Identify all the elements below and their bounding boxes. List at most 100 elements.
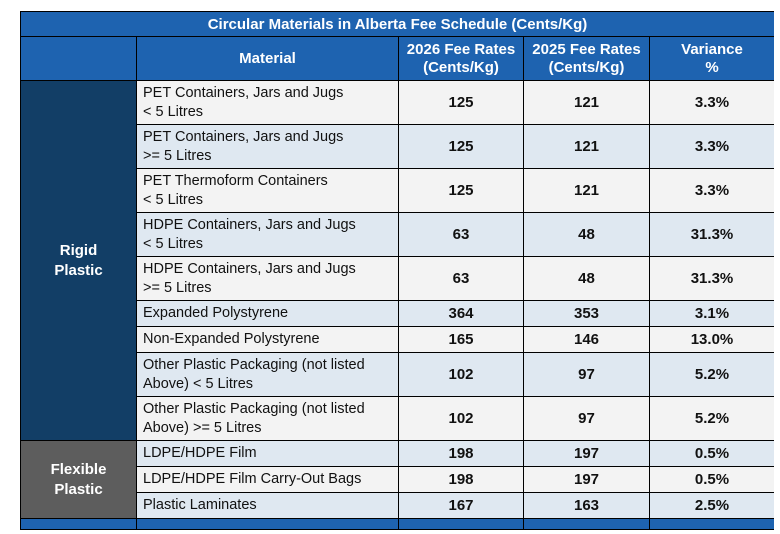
fee-2026-cell: 102 xyxy=(398,352,524,397)
fee-2026-cell: 63 xyxy=(398,256,524,301)
header-fee-2026-line1: 2026 Fee Rates xyxy=(406,40,516,58)
variance-cell: 5.2% xyxy=(649,396,774,441)
fee-2026-cell: 63 xyxy=(398,212,524,257)
variance-cell: 0.5% xyxy=(649,440,774,467)
material-name: LDPE/HDPE Film Carry-Out Bags xyxy=(143,471,362,487)
category-rigid-plastic: Rigid Plastic xyxy=(20,80,137,441)
material-size: Above) < 5 Litres xyxy=(143,375,254,392)
material-name: LDPE/HDPE Film xyxy=(143,445,257,461)
material-cell: HDPE Containers, Jars and Jugs >= 5 Litr… xyxy=(136,256,399,301)
fee-2026-cell: 125 xyxy=(398,168,524,213)
cutoff-cell xyxy=(649,518,774,530)
cutoff-cell xyxy=(20,518,137,530)
cutoff-cell xyxy=(398,518,524,530)
header-fee-2025: 2025 Fee Rates (Cents/Kg) xyxy=(523,36,650,81)
table-row: Other Plastic Packaging (not listed Abov… xyxy=(21,352,774,397)
header-variance: Variance % xyxy=(649,36,774,81)
category-rigid-line2: Plastic xyxy=(54,261,103,279)
fee-schedule-table: Circular Materials in Alberta Fee Schedu… xyxy=(20,11,774,530)
table-row: Plastic Laminates 167 163 2.5% xyxy=(21,492,774,519)
cutoff-cell xyxy=(136,518,399,530)
fee-schedule-wrapper: Circular Materials in Alberta Fee Schedu… xyxy=(20,11,774,534)
header-row: Material 2026 Fee Rates (Cents/Kg) 2025 … xyxy=(20,36,774,81)
material-name: PET Containers, Jars and Jugs xyxy=(143,128,344,145)
table-row: Rigid Plastic PET Containers, Jars and J… xyxy=(20,80,774,441)
header-fee-2025-line1: 2025 Fee Rates xyxy=(532,40,641,58)
title-row: Circular Materials in Alberta Fee Schedu… xyxy=(20,11,774,37)
material-size: >= 5 Litres xyxy=(143,147,212,164)
material-cell: PET Thermoform Containers < 5 Litres xyxy=(136,168,399,213)
variance-cell: 5.2% xyxy=(649,352,774,397)
material-name: PET Containers, Jars and Jugs xyxy=(143,84,344,101)
fee-2026-cell: 125 xyxy=(398,124,524,169)
fee-2025-cell: 163 xyxy=(523,492,650,519)
material-cell: Plastic Laminates xyxy=(136,492,399,519)
fee-2025-cell: 121 xyxy=(523,168,650,213)
fee-2026-cell: 125 xyxy=(398,80,524,125)
category-rigid-line1: Rigid xyxy=(59,241,98,259)
table-row: Flexible Plastic LDPE/HDPE Film 198 197 … xyxy=(20,440,774,519)
fee-2025-cell: 146 xyxy=(523,326,650,353)
material-cell: Expanded Polystyrene xyxy=(136,300,399,327)
material-cell: Other Plastic Packaging (not listed Abov… xyxy=(136,396,399,441)
variance-cell: 3.3% xyxy=(649,124,774,169)
material-cell: PET Containers, Jars and Jugs >= 5 Litre… xyxy=(136,124,399,169)
material-cell: LDPE/HDPE Film Carry-Out Bags xyxy=(136,466,399,493)
table-row: HDPE Containers, Jars and Jugs >= 5 Litr… xyxy=(21,256,774,301)
material-size: < 5 Litres xyxy=(143,103,204,120)
material-name: Plastic Laminates xyxy=(143,497,257,513)
fee-2026-cell: 102 xyxy=(398,396,524,441)
material-name: HDPE Containers, Jars and Jugs xyxy=(143,260,356,277)
fee-2026-cell: 198 xyxy=(398,466,524,493)
table-title: Circular Materials in Alberta Fee Schedu… xyxy=(20,11,774,37)
header-category-blank xyxy=(20,36,137,81)
material-cell: Other Plastic Packaging (not listed Abov… xyxy=(136,352,399,397)
fee-2025-cell: 97 xyxy=(523,352,650,397)
fee-2026-cell: 165 xyxy=(398,326,524,353)
fee-2026-cell: 198 xyxy=(398,440,524,467)
fee-2025-cell: 48 xyxy=(523,212,650,257)
fee-2025-cell: 48 xyxy=(523,256,650,301)
material-cell: Non-Expanded Polystyrene xyxy=(136,326,399,353)
variance-cell: 3.3% xyxy=(649,80,774,125)
category-flexible-line2: Plastic xyxy=(54,480,103,498)
material-name: Non-Expanded Polystyrene xyxy=(143,331,320,347)
category-flexible-plastic: Flexible Plastic xyxy=(20,440,137,519)
table-row: PET Thermoform Containers < 5 Litres 125… xyxy=(21,168,774,213)
material-size: < 5 Litres xyxy=(143,235,204,252)
material-name: Expanded Polystyrene xyxy=(143,305,289,321)
material-size: >= 5 Litres xyxy=(143,279,212,296)
fee-2025-cell: 121 xyxy=(523,80,650,125)
category-flexible-line1: Flexible xyxy=(50,460,107,478)
table-row: Non-Expanded Polystyrene 165 146 13.0% xyxy=(21,326,774,353)
fee-2025-cell: 197 xyxy=(523,440,650,467)
material-size: < 5 Litres xyxy=(143,191,204,208)
material-cell: PET Containers, Jars and Jugs < 5 Litres xyxy=(136,80,399,125)
table-row-cutoff xyxy=(20,518,774,530)
variance-cell: 3.3% xyxy=(649,168,774,213)
material-name: PET Thermoform Containers xyxy=(143,172,328,189)
fee-2025-cell: 97 xyxy=(523,396,650,441)
variance-cell: 31.3% xyxy=(649,212,774,257)
variance-cell: 13.0% xyxy=(649,326,774,353)
header-material: Material xyxy=(136,36,399,81)
header-variance-line2: % xyxy=(705,58,719,76)
fee-2025-cell: 121 xyxy=(523,124,650,169)
material-name: Other Plastic Packaging (not listed xyxy=(143,400,365,417)
fee-2026-cell: 364 xyxy=(398,300,524,327)
header-fee-2025-line2: (Cents/Kg) xyxy=(548,58,625,76)
table-row: Other Plastic Packaging (not listed Abov… xyxy=(21,396,774,441)
material-name: Other Plastic Packaging (not listed xyxy=(143,356,365,373)
cutoff-cell xyxy=(523,518,650,530)
fee-2025-cell: 197 xyxy=(523,466,650,493)
table-row: HDPE Containers, Jars and Jugs < 5 Litre… xyxy=(21,212,774,257)
fee-2025-cell: 353 xyxy=(523,300,650,327)
table-row: PET Containers, Jars and Jugs >= 5 Litre… xyxy=(21,124,774,169)
variance-cell: 3.1% xyxy=(649,300,774,327)
material-cell: HDPE Containers, Jars and Jugs < 5 Litre… xyxy=(136,212,399,257)
material-cell: LDPE/HDPE Film xyxy=(136,440,399,467)
fee-2026-cell: 167 xyxy=(398,492,524,519)
table-row: LDPE/HDPE Film Carry-Out Bags 198 197 0.… xyxy=(21,466,774,493)
material-name: HDPE Containers, Jars and Jugs xyxy=(143,216,356,233)
table-row: Expanded Polystyrene 364 353 3.1% xyxy=(21,300,774,327)
